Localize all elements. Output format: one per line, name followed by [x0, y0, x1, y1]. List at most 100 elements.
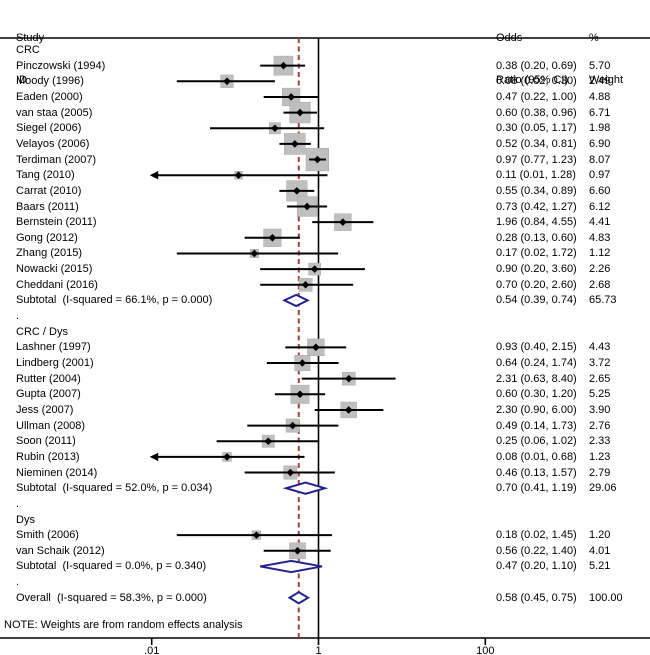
column-header-odds-ratio: Odds Ratio (95% CI): [496, 3, 568, 115]
overall-label: Overall (I-squared = 58.3%, p = 0.000): [16, 591, 207, 604]
weight-value: 3.72: [589, 357, 611, 369]
or-ci-value: 0.49 (0.14, 1.73): [496, 419, 577, 432]
weight-value: 4.43: [589, 341, 611, 354]
study-label: Bernstein (2011): [16, 216, 97, 229]
point-estimate-marker: [310, 265, 319, 273]
study-label: Nowacki (2015): [16, 263, 93, 276]
point-estimate-marker: [291, 140, 299, 148]
weight-value: 4.41: [589, 216, 611, 229]
or-ci-value: 2.31 (0.63, 8.40): [496, 372, 577, 385]
study-label: Terdiman (2007): [16, 153, 97, 166]
or-ci-value: 0.97 (0.77, 1.23): [496, 153, 577, 166]
study-label: Moody (1996): [16, 75, 84, 88]
study-label: Gupta (2007): [16, 388, 81, 401]
spacer-dot: .: [16, 310, 20, 323]
study-label: Baars (2011): [16, 200, 79, 213]
weight-value: 2.26: [589, 263, 611, 276]
or-ci-value: 0.73 (0.42, 1.27): [496, 200, 577, 213]
or-ci-value: 0.28 (0.13, 0.60): [496, 231, 577, 244]
or-ci-value: 0.56 (0.22, 1.40): [496, 544, 577, 557]
point-estimate-marker: [271, 124, 279, 133]
point-estimate-marker: [287, 93, 295, 101]
or-ci-value: 0.25 (0.06, 1.02): [496, 435, 577, 448]
note-text: NOTE: Weights are from random effects an…: [4, 619, 243, 631]
weight-value: 2.68: [589, 278, 611, 291]
point-estimate-marker: [234, 171, 243, 179]
point-estimate-marker: [264, 437, 273, 446]
subtotal-diamond: [282, 481, 329, 495]
weight-value: 29.06: [589, 482, 617, 495]
point-estimate-marker: [286, 468, 295, 477]
weight-value: 2.33: [589, 435, 611, 448]
weight-value: 2.65: [589, 372, 611, 385]
weight-value: 1.23: [589, 450, 611, 463]
group-label: CRC / Dys: [16, 325, 68, 338]
or-ci-value: 1.96 (0.84, 4.55): [496, 216, 577, 229]
point-estimate-marker: [303, 202, 311, 211]
point-estimate-marker: [296, 108, 304, 117]
or-ci-value: 0.58 (0.45, 0.75): [496, 591, 577, 604]
point-estimate-marker: [344, 406, 353, 414]
point-estimate-marker: [313, 155, 322, 164]
spacer-dot: .: [16, 497, 20, 510]
weight-value: 8.07: [589, 153, 611, 166]
study-label: Ullman (2008): [16, 419, 86, 432]
weight-value: 0.97: [589, 169, 611, 182]
or-ci-value: 0.60 (0.38, 0.96): [496, 106, 577, 119]
weight-value: 4.83: [589, 231, 611, 244]
or-ci-value: 0.70 (0.41, 1.19): [496, 482, 577, 495]
or-ci-value: 0.52 (0.34, 0.81): [496, 137, 577, 150]
group-label: CRC: [16, 44, 40, 56]
subtotal-label: Subtotal (I-squared = 0.0%, p = 0.340): [16, 560, 207, 573]
point-estimate-marker: [301, 280, 310, 289]
study-label: Soon (2011): [16, 435, 76, 448]
header-study-line1: Study: [16, 32, 45, 44]
or-ci-value: 0.93 (0.40, 2.15): [496, 341, 577, 354]
header-or-line2: Ratio (95% CI): [496, 74, 569, 86]
study-label: Jess (2007): [16, 403, 74, 416]
overall-diamond: [287, 590, 311, 605]
weight-value: 3.90: [589, 403, 611, 416]
header-weight-line2: Weight: [589, 74, 624, 86]
or-ci-value: 0.60 (0.30, 1.20): [496, 388, 577, 401]
study-label: Siegel (2006): [16, 122, 82, 135]
point-estimate-marker: [312, 343, 320, 352]
point-estimate-marker: [339, 218, 347, 226]
or-ci-value: 0.11 (0.01, 1.28): [496, 169, 576, 182]
study-label: Cheddani (2016): [16, 278, 98, 291]
header-or-line1: Odds: [496, 32, 523, 44]
weight-value: 65.73: [589, 294, 617, 307]
axis-tick-label: 100: [476, 645, 495, 655]
point-estimate-marker: [288, 421, 297, 430]
point-estimate-marker: [223, 77, 231, 86]
subtotal-diamond: [260, 559, 323, 574]
or-ci-value: 0.55 (0.34, 0.89): [496, 184, 577, 197]
point-estimate-marker: [252, 531, 261, 539]
study-label: Lindberg (2001): [16, 357, 94, 369]
study-label: Velayos (2006): [16, 137, 90, 150]
weight-value: 5.21: [589, 560, 611, 573]
weight-value: 6.90: [589, 137, 611, 150]
study-label: Zhang (2015): [16, 247, 83, 260]
ci-clip-arrow-icon: [149, 452, 159, 462]
or-ci-value: 0.54 (0.39, 0.74): [496, 294, 577, 307]
or-ci-value: 0.64 (0.24, 1.74): [496, 357, 577, 369]
or-ci-value: 0.90 (0.20, 3.60): [496, 263, 577, 276]
point-estimate-marker: [293, 547, 302, 555]
axis-tick-label: .01: [144, 645, 160, 655]
or-ci-value: 0.70 (0.20, 2.60): [496, 278, 577, 291]
point-estimate-marker: [268, 234, 277, 242]
weight-value: 5.25: [589, 388, 611, 401]
weight-value: 4.88: [589, 90, 611, 103]
weight-value: 6.60: [589, 184, 611, 197]
weight-value: 1.20: [589, 529, 611, 542]
study-label: Rubin (2013): [16, 450, 80, 463]
point-estimate-marker: [293, 187, 301, 195]
study-label: Smith (2006): [16, 529, 79, 542]
weight-value: 5.70: [589, 59, 611, 72]
subtotal-label: Subtotal (I-squared = 52.0%, p = 0.034): [16, 482, 213, 495]
study-label: Eaden (2000): [16, 90, 83, 103]
or-ci-value: 0.47 (0.22, 1.00): [496, 90, 577, 103]
weight-value: 6.12: [589, 200, 611, 213]
